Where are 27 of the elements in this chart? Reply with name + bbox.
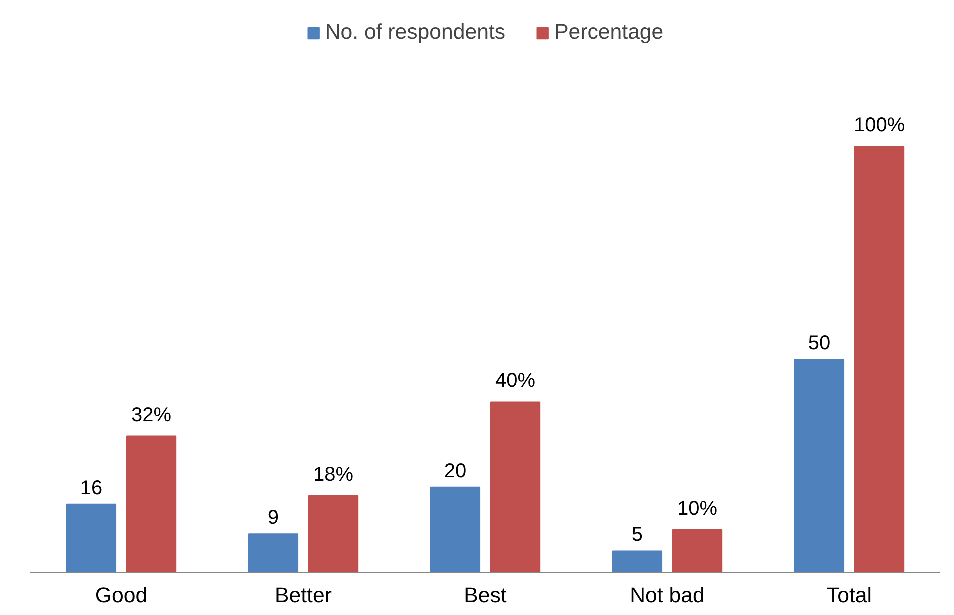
data-label: 5: [632, 524, 644, 546]
data-label: 20: [444, 460, 467, 482]
bar: [308, 495, 359, 572]
x-tick-label: Not bad: [630, 584, 705, 608]
bar: [430, 486, 481, 572]
data-label: 40%: [496, 370, 536, 392]
bar: [248, 534, 299, 572]
data-label: 9: [268, 507, 280, 530]
legend-label: Percentage: [554, 20, 664, 45]
bar: [794, 359, 845, 572]
data-label: 100%: [854, 114, 906, 137]
x-tick-label: Better: [275, 584, 332, 608]
bar: [854, 146, 905, 572]
bar: [672, 529, 723, 572]
bar: [490, 402, 541, 572]
bar: [612, 550, 663, 572]
data-label: 16: [80, 477, 103, 500]
data-label: 32%: [132, 404, 172, 426]
data-label: 10%: [678, 498, 718, 520]
data-label: 18%: [314, 464, 354, 486]
data-label: 50: [808, 332, 831, 355]
x-tick-label: Good: [95, 584, 148, 608]
bar: [66, 504, 117, 572]
legend-label: No. of respondents: [325, 20, 506, 45]
x-tick-label: Total: [826, 584, 872, 608]
bar: [126, 436, 177, 572]
x-tick-label: Best: [464, 584, 507, 608]
